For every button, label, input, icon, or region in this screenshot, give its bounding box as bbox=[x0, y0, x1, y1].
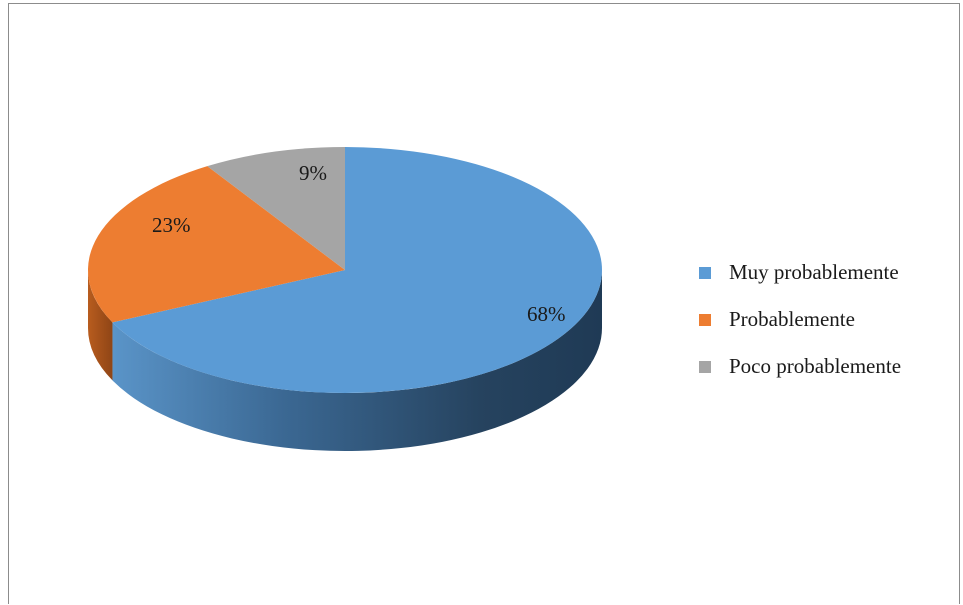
legend: Muy probablemente Probablemente Poco pro… bbox=[699, 249, 901, 390]
data-label-1: 68% bbox=[527, 302, 566, 326]
pie-tops bbox=[87, 147, 603, 393]
pie-slice-side-1 bbox=[112, 270, 603, 451]
data-label-2: 23% bbox=[152, 213, 191, 237]
chart-area: 68% 23% 9% Muy probablemente Probablemente… bbox=[8, 3, 960, 604]
legend-label: Probablemente bbox=[729, 307, 855, 331]
legend-label: Muy probablemente bbox=[729, 260, 899, 284]
legend-item-muy-probablemente: Muy probablemente bbox=[699, 249, 901, 296]
legend-label: Poco probablemente bbox=[729, 354, 902, 378]
pie-slice-1 bbox=[112, 147, 603, 393]
pie-labels: 68% 23% 9% bbox=[152, 161, 566, 326]
legend-swatch bbox=[699, 360, 711, 373]
legend-item-probablemente: Probablemente bbox=[699, 296, 901, 343]
pie-slice-2 bbox=[87, 166, 346, 323]
pie-slice-3 bbox=[207, 147, 345, 270]
pie-slice-side-2 bbox=[88, 270, 113, 381]
pie-chart: 68% 23% 9% bbox=[87, 147, 603, 451]
pie-sides bbox=[88, 270, 603, 451]
legend-swatch bbox=[699, 313, 711, 326]
legend-item-poco-probablemente: Poco probablemente bbox=[699, 343, 901, 390]
data-label-3: 9% bbox=[299, 161, 327, 185]
legend-swatch bbox=[699, 266, 711, 279]
